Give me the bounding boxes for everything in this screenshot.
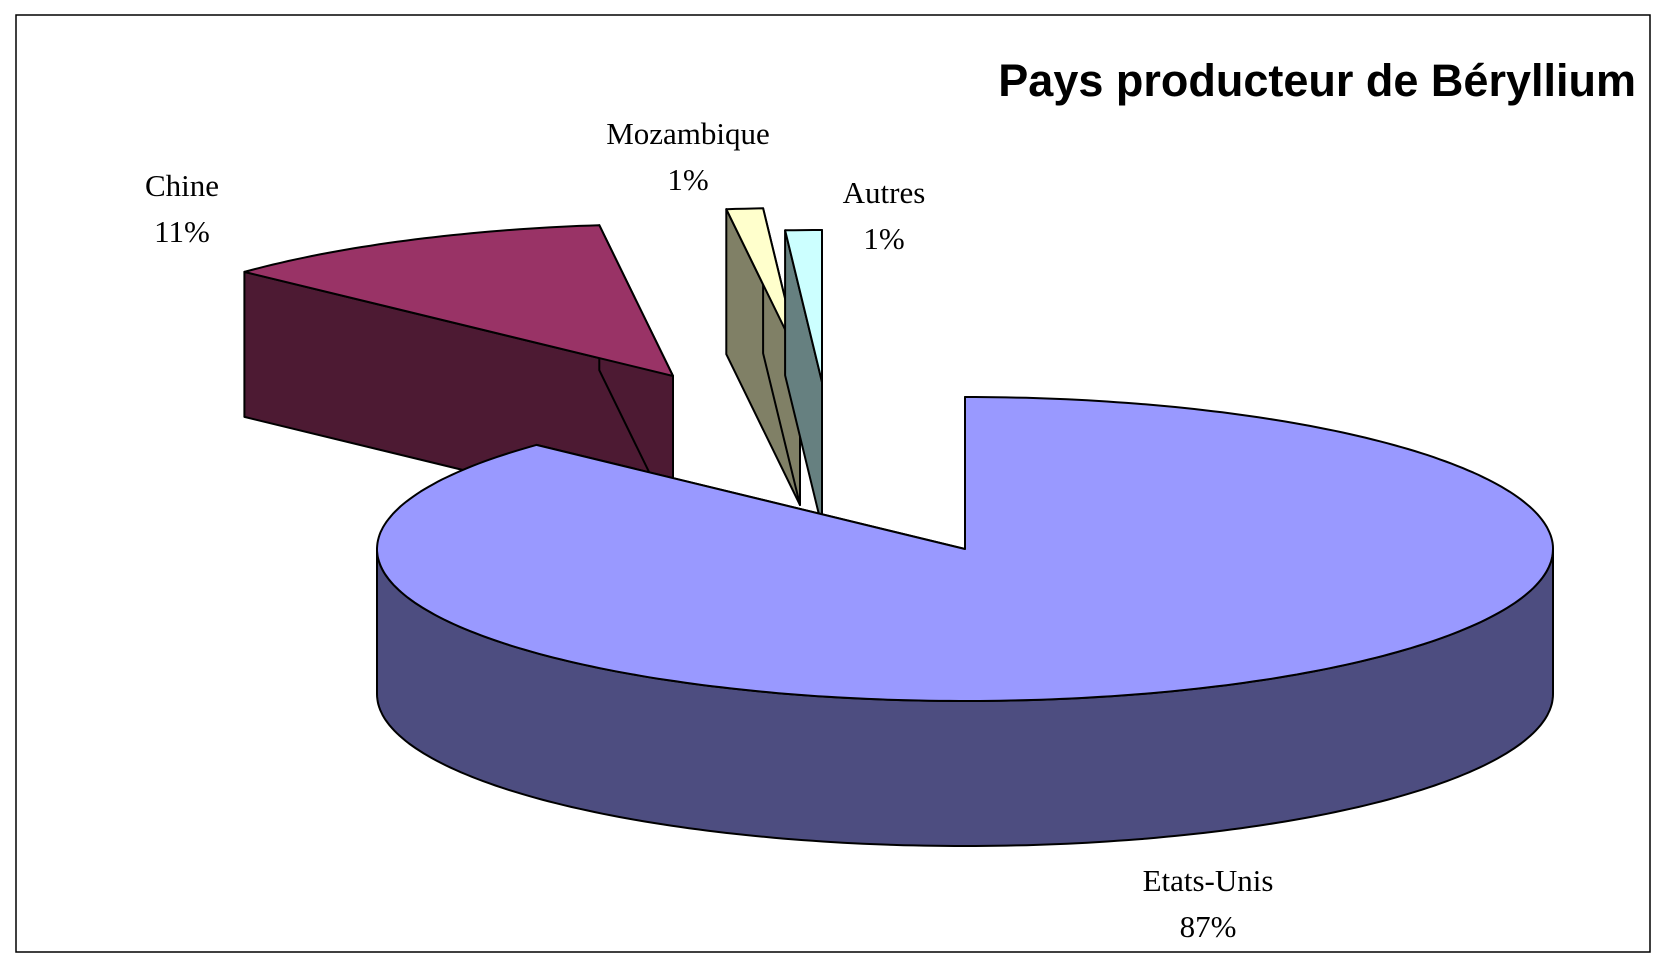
slice: [243, 224, 674, 377]
labels: Etats-Unis 87% Chine 11% Mozambique 1% Autres 1…: [145, 116, 1273, 944]
slice-value-label: 87%: [1180, 909, 1237, 944]
slice: [376, 396, 1554, 702]
slice: [784, 229, 823, 383]
slice-value-label: 11%: [154, 214, 210, 249]
slice-value-label: 1%: [863, 221, 904, 256]
slice: [725, 207, 801, 361]
slice-label: Etats-Unis: [1143, 863, 1274, 898]
slice-value-label: 1%: [667, 162, 708, 197]
chart-title: Pays producteur de Béryllium: [998, 55, 1636, 106]
slice-label: Mozambique: [606, 116, 770, 151]
slice-label: Chine: [145, 168, 219, 203]
pie: [243, 207, 1554, 847]
slice-label: Autres: [843, 175, 926, 210]
